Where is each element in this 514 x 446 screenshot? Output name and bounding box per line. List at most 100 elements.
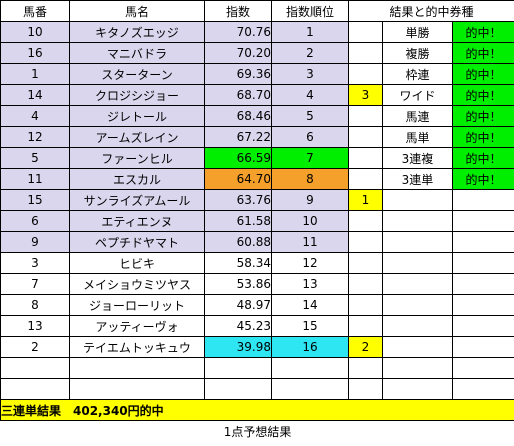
empty-cell (69, 357, 205, 379)
horse-name-cell: テイエムトッキュウ (69, 336, 205, 358)
hit-cell: 的中！ (451, 42, 514, 64)
table-row: 5 ファーンヒル 66.59 7 3連複 的中！ (0, 147, 514, 169)
hit-cell (451, 231, 514, 253)
result-cell (348, 168, 383, 190)
table-row: 15 サンライズアムール 63.76 9 1 (0, 189, 514, 211)
table-row: 13 アッティーヴォ 45.23 15 (0, 315, 514, 337)
table-row: 10 キタノズエッジ 70.76 1 単勝 的中！ (0, 21, 514, 43)
horse-name-cell: エティエンヌ (69, 210, 205, 232)
summary-row: 三連単結果 402,340円的中 (0, 399, 514, 421)
header-index: 指数 (204, 0, 272, 22)
hit-cell: 的中！ (451, 168, 514, 190)
index-rank-cell: 8 (271, 168, 349, 190)
table-row: 6 エティエンヌ 61.58 10 (0, 210, 514, 232)
hit-cell: 的中！ (451, 21, 514, 43)
empty-row (0, 357, 514, 379)
bet-type-cell (382, 189, 453, 211)
horse-name-cell: サンライズアムール (69, 189, 205, 211)
horse-name-cell: キタノズエッジ (69, 21, 205, 43)
hit-cell (451, 336, 514, 358)
hit-cell (451, 252, 514, 274)
bet-type-cell (382, 252, 453, 274)
index-cell: 66.59 (204, 147, 272, 169)
index-cell: 70.76 (204, 21, 272, 43)
header-index-rank: 指数順位 (271, 0, 349, 22)
index-rank-cell: 11 (271, 231, 349, 253)
hit-cell (451, 210, 514, 232)
result-cell (348, 63, 383, 85)
result-cell: 1 (348, 189, 383, 211)
result-cell (348, 210, 383, 232)
horse-name-cell: ペプチドヤマト (69, 231, 205, 253)
horse-name-cell: ヒビキ (69, 252, 205, 274)
index-cell: 53.86 (204, 273, 272, 295)
table-row: 7 メイショウミツヤス 53.86 13 (0, 273, 514, 295)
index-cell: 63.76 (204, 189, 272, 211)
index-cell: 58.34 (204, 252, 272, 274)
result-cell: 3 (348, 84, 383, 106)
table-row: 3 ヒビキ 58.34 12 (0, 252, 514, 274)
hit-cell (451, 294, 514, 316)
bet-type-cell (382, 210, 453, 232)
hit-cell: 的中！ (451, 126, 514, 148)
horse-number-cell: 12 (0, 126, 70, 148)
empty-cell (271, 357, 349, 379)
horse-number-cell: 8 (0, 294, 70, 316)
result-cell (348, 315, 383, 337)
table-row: 11 エスカル 64.70 8 3連単 的中！ (0, 168, 514, 190)
horse-name-cell: ファーンヒル (69, 147, 205, 169)
horse-number-cell: 9 (0, 231, 70, 253)
result-cell (348, 147, 383, 169)
table-row: 1 スターターン 69.36 3 枠連 的中！ (0, 63, 514, 85)
index-rank-cell: 4 (271, 84, 349, 106)
empty-cell (348, 357, 383, 379)
hit-cell (451, 189, 514, 211)
index-cell: 67.22 (204, 126, 272, 148)
horse-name-cell: エスカル (69, 168, 205, 190)
index-rank-cell: 5 (271, 105, 349, 127)
hit-cell: 的中！ (451, 63, 514, 85)
bet-type-cell: 3連単 (382, 168, 453, 190)
horse-name-cell: マニバドラ (69, 42, 205, 64)
empty-cell (204, 378, 272, 400)
horse-name-cell: ジョーローリット (69, 294, 205, 316)
empty-cell (382, 378, 453, 400)
result-cell (348, 105, 383, 127)
bet-type-cell: 枠連 (382, 63, 453, 85)
hit-cell: 的中！ (451, 147, 514, 169)
header-row: 馬番 馬名 指数 指数順位 結果と的中券種 (0, 0, 514, 22)
result-cell (348, 126, 383, 148)
table-row: 16 マニバドラ 70.20 2 複勝 的中！ (0, 42, 514, 64)
result-cell (348, 294, 383, 316)
bet-type-cell (382, 315, 453, 337)
horse-name-cell: アッティーヴォ (69, 315, 205, 337)
horse-number-cell: 3 (0, 252, 70, 274)
bet-type-cell: 馬単 (382, 126, 453, 148)
horse-number-cell: 4 (0, 105, 70, 127)
index-rank-cell: 10 (271, 210, 349, 232)
result-cell (348, 273, 383, 295)
horse-number-cell: 5 (0, 147, 70, 169)
result-cell (348, 21, 383, 43)
index-rank-cell: 14 (271, 294, 349, 316)
hit-cell: 的中！ (451, 105, 514, 127)
horse-number-cell: 14 (0, 84, 70, 106)
index-cell: 60.88 (204, 231, 272, 253)
empty-row (0, 378, 514, 400)
table-caption: 1点予想結果 (0, 420, 514, 441)
index-cell: 68.46 (204, 105, 272, 127)
result-cell (348, 252, 383, 274)
index-cell: 45.23 (204, 315, 272, 337)
bet-type-cell: 馬連 (382, 105, 453, 127)
bet-type-cell (382, 294, 453, 316)
hit-cell (451, 273, 514, 295)
index-cell: 68.70 (204, 84, 272, 106)
table-row: 4 ジレトール 68.46 5 馬連 的中！ (0, 105, 514, 127)
caption-row: 1点予想結果 (0, 420, 514, 441)
horse-number-cell: 13 (0, 315, 70, 337)
header-horse-number: 馬番 (0, 0, 70, 22)
horse-number-cell: 10 (0, 21, 70, 43)
bet-type-cell (382, 336, 453, 358)
horse-number-cell: 7 (0, 273, 70, 295)
